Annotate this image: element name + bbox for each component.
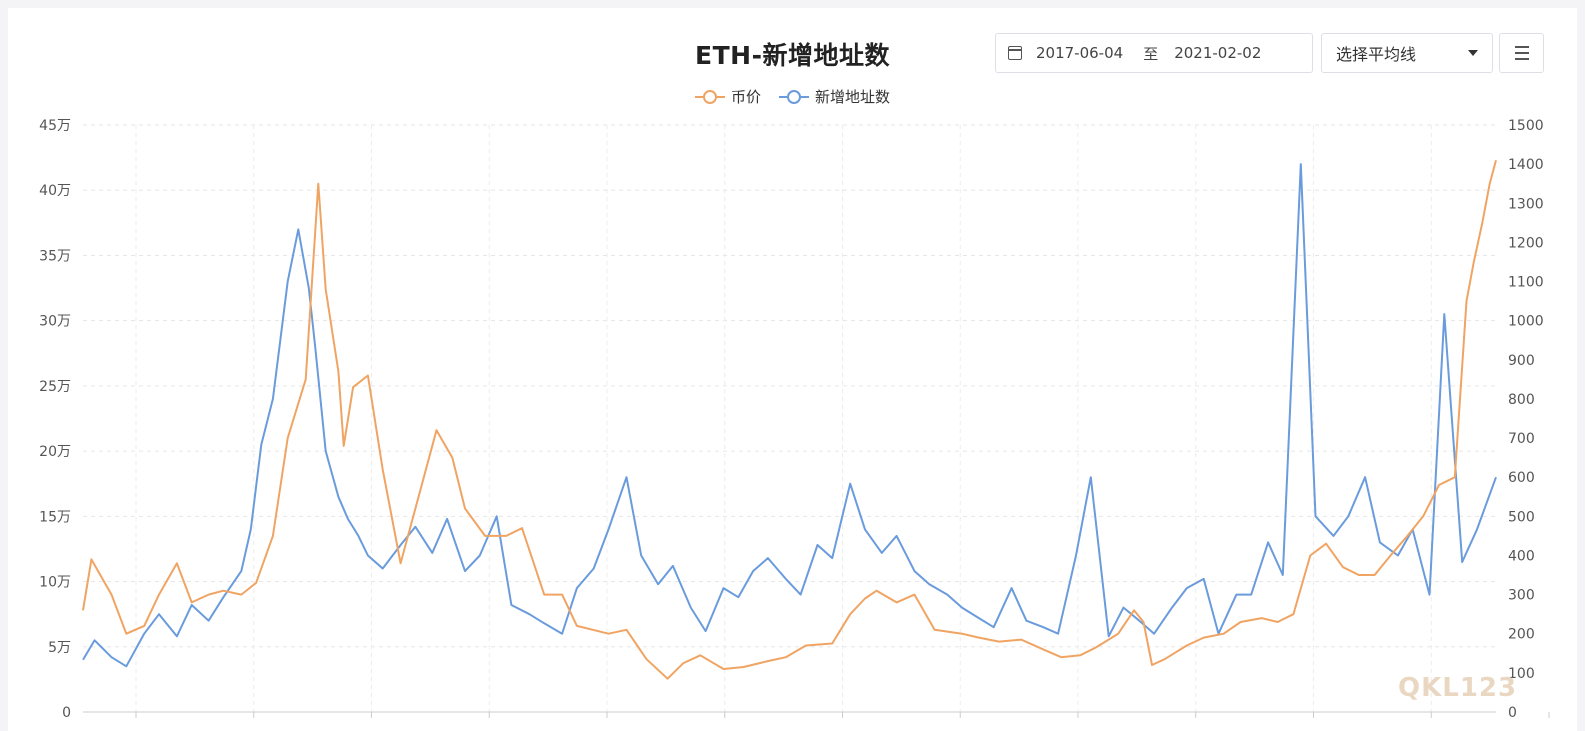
y-left-tick-label: 35万	[39, 248, 71, 264]
y-right-tick-label: 0	[1508, 705, 1517, 721]
series-line-price	[82, 159, 1497, 680]
legend-label-new-address: 新增地址数	[815, 88, 891, 106]
y-left-tick-label: 0	[62, 705, 71, 721]
legend-swatch-price-icon	[694, 89, 725, 104]
legend-swatch-address-icon	[779, 89, 809, 104]
y-right-tick-label: 1200	[1508, 235, 1544, 251]
y-right-tick-label: 800	[1508, 392, 1535, 408]
y-right-tick-label: 1500	[1508, 118, 1544, 134]
y-left-tick-label: 45万	[39, 118, 71, 134]
y-left-tick-label: 5万	[48, 640, 71, 656]
y-left-tick-label: 30万	[39, 314, 71, 330]
watermark-logo: QKL123	[1398, 673, 1518, 703]
y-left-tick-label: 15万	[39, 509, 71, 525]
y-right-tick-label: 500	[1508, 509, 1535, 525]
series-line-new-address	[82, 163, 1497, 668]
line-chart: 0 5万 10万 15万 20万 25万 30万 35万 40万 45万 0 100 200 300 400…	[39, 118, 1550, 721]
menu-button[interactable]	[1499, 33, 1544, 73]
y-right-tick-label: 600	[1508, 470, 1535, 486]
legend: 币价 新增地址数	[8, 86, 1577, 107]
y-right-tick-label: 200	[1508, 627, 1535, 643]
y-right-tick-label: 400	[1508, 548, 1535, 564]
date-separator: 至	[1143, 44, 1159, 63]
y-left-tick-label: 25万	[39, 379, 71, 395]
date-range-picker[interactable]: 2017-06-04 至 2021-02-02	[995, 33, 1313, 73]
y-left-tick-label: 10万	[39, 575, 71, 591]
y-right-tick-label: 1400	[1508, 157, 1544, 173]
y-left-tick-label: 40万	[39, 183, 71, 199]
legend-label-price: 币价	[730, 88, 761, 106]
y-right-tick-label: 900	[1508, 353, 1535, 369]
y-right-tick-label: 1100	[1508, 275, 1544, 291]
menu-icon-bar	[1514, 58, 1529, 60]
y-right-tick-label: 100	[1508, 666, 1535, 682]
legend-item-price[interactable]: 币价	[694, 86, 761, 107]
date-end[interactable]: 2021-02-02	[1174, 44, 1262, 62]
y-right-tick-label: 700	[1508, 431, 1535, 447]
caret-down-icon	[1468, 50, 1478, 56]
moving-average-select[interactable]: 选择平均线	[1321, 33, 1493, 73]
menu-icon-bar	[1514, 52, 1529, 54]
moving-average-label: 选择平均线	[1336, 45, 1417, 64]
date-start[interactable]: 2017-06-04	[1036, 44, 1124, 62]
menu-icon-bar	[1514, 46, 1529, 48]
page-title: ETH-新增地址数	[695, 41, 890, 70]
y-left-tick-label: 20万	[39, 444, 71, 460]
legend-item-new-address[interactable]: 新增地址数	[779, 86, 890, 107]
calendar-icon	[1008, 46, 1022, 60]
y-right-tick-label: 1300	[1508, 196, 1544, 212]
y-right-tick-label: 1000	[1508, 314, 1544, 330]
chart-panel: ETH-新增地址数 币价 新增地址数 2017-06-04 至 2021-02-…	[8, 8, 1577, 731]
y-right-tick-label: 300	[1508, 588, 1535, 604]
